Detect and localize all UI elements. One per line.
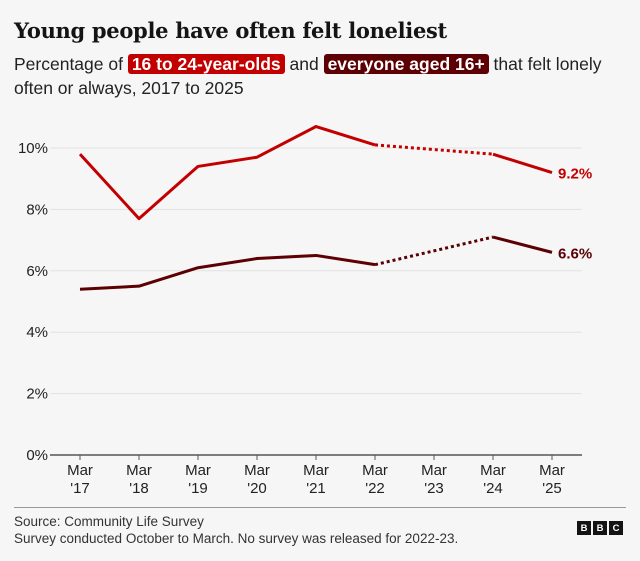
y-tick-label: 0%	[26, 447, 48, 464]
x-tick-label: '24	[483, 480, 503, 497]
note-text: Survey conducted October to March. No su…	[14, 531, 459, 546]
y-tick-label: 4%	[26, 324, 48, 341]
series-line	[492, 152, 553, 174]
series-line	[78, 125, 376, 221]
series-dotted-line	[374, 143, 494, 156]
y-tick-label: 10%	[18, 140, 48, 157]
x-tick-label: '20	[247, 480, 267, 497]
end-value-label: 9.2%	[558, 166, 592, 183]
footer-divider	[14, 507, 626, 508]
series-line	[492, 235, 553, 254]
series-line	[79, 253, 376, 291]
x-tick-label: Mar	[185, 462, 211, 479]
x-tick-label: '22	[365, 480, 385, 497]
x-tick-label: '18	[129, 480, 149, 497]
x-tick-label: Mar	[126, 462, 152, 479]
series-dotted-line	[374, 235, 494, 267]
x-tick-label: '25	[542, 480, 562, 497]
subtitle-text: Percentage of	[14, 54, 128, 74]
end-value-label: 6.6%	[558, 245, 592, 262]
x-tick-label: '21	[306, 480, 326, 497]
source-text: Source: Community Life Survey	[14, 514, 204, 529]
x-tick-label: Mar	[421, 462, 447, 479]
legend-tag-young: 16 to 24-year-olds	[127, 54, 285, 74]
x-tick-label: '17	[70, 480, 90, 497]
x-tick-label: Mar	[67, 462, 93, 479]
footer: Source: Community Life Survey Survey con…	[14, 513, 458, 547]
x-tick-label: '19	[188, 480, 208, 497]
x-tick-label: Mar	[539, 462, 565, 479]
y-tick-label: 8%	[26, 201, 48, 218]
subtitle-text: that felt lonely often or always, 2017 t…	[14, 54, 602, 98]
y-tick-label: 6%	[26, 263, 48, 280]
chart-title: Young people have often felt loneliest	[14, 18, 447, 43]
y-tick-label: 2%	[26, 386, 48, 403]
x-tick-label: '23	[424, 480, 444, 497]
x-tick-label: Mar	[362, 462, 388, 479]
x-tick-label: Mar	[480, 462, 506, 479]
x-tick-label: Mar	[303, 462, 329, 479]
line-chart: 0%2%4%6%8%10%Mar'17Mar'18Mar'19Mar'20Mar…	[18, 125, 592, 497]
subtitle-text: and	[284, 54, 324, 74]
x-tick-label: Mar	[244, 462, 270, 479]
legend-tag-all: everyone aged 16+	[323, 54, 489, 74]
chart-subtitle: Percentage of 16 to 24-year-olds and eve…	[14, 52, 624, 100]
